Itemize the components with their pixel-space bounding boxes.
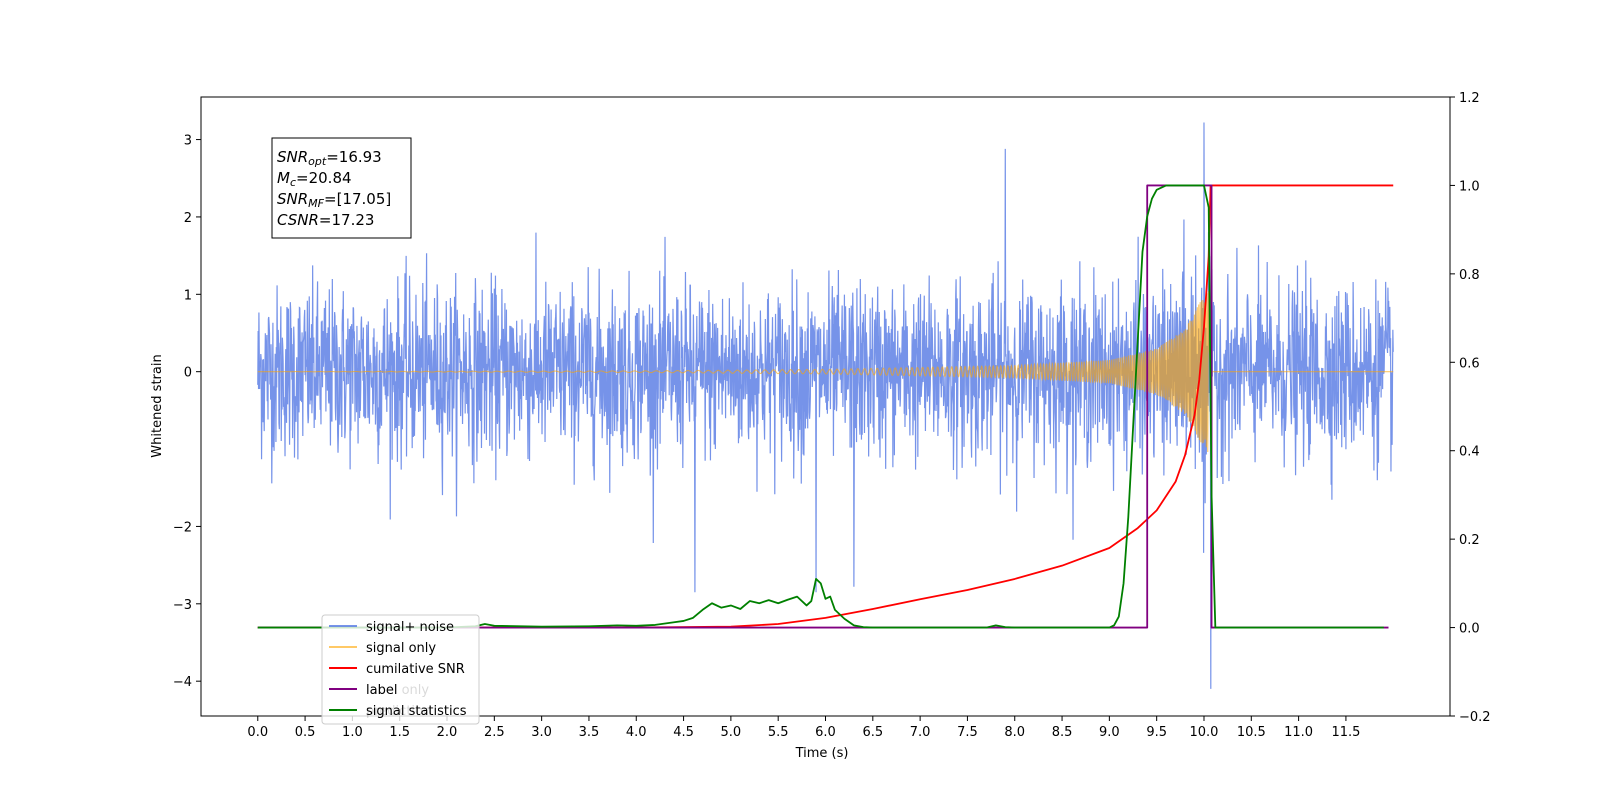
stats-symbol: SNR [277, 148, 308, 166]
stats-symbol: M [277, 169, 290, 187]
stats-line: SNRMF=[17.05] [277, 190, 391, 210]
stats-symbol: CSNR [277, 211, 319, 229]
y-right-tick-label: 1.0 [1459, 179, 1480, 194]
x-tick-label: 8.0 [1004, 725, 1025, 740]
series-line-signal-only [257, 290, 1394, 453]
y-right-tick-label: 0.6 [1459, 356, 1480, 371]
y-left-tick-label: −2 [173, 520, 192, 535]
x-tick-label: 2.5 [484, 725, 505, 740]
y-left-tick-label: −3 [173, 598, 192, 613]
x-tick-label: 0.5 [295, 725, 316, 740]
legend-label: label [366, 683, 397, 698]
y-right-tick-label: 0.2 [1459, 533, 1480, 548]
x-tick-label: 1.5 [389, 725, 410, 740]
stats-value: =20.84 [296, 169, 352, 187]
x-tick-label: 6.5 [862, 725, 883, 740]
stats-value: =[17.05] [324, 190, 391, 208]
series-line-signal-statistics [257, 184, 1384, 629]
x-tick-label: 3.0 [531, 725, 552, 740]
x-tick-label: 5.5 [768, 725, 789, 740]
x-tick-label: 7.5 [957, 725, 978, 740]
x-tick-label: 9.5 [1146, 725, 1167, 740]
x-tick-label: 11.5 [1331, 725, 1360, 740]
y-left-tick-label: 2 [184, 211, 192, 226]
legend-hidden-label: label only [366, 683, 429, 698]
x-tick-label: 11.0 [1284, 725, 1313, 740]
x-tick-label: 4.5 [673, 725, 694, 740]
y-left-tick-label: −4 [173, 675, 192, 690]
x-tick-label: 4.0 [626, 725, 647, 740]
stats-line: SNRopt=16.93 [277, 148, 382, 168]
x-tick-label: 7.0 [910, 725, 931, 740]
y-right-tick-label: 1.2 [1459, 91, 1480, 106]
y-right-tick-label: 0.0 [1459, 622, 1480, 637]
x-tick-label: 2.0 [437, 725, 458, 740]
x-tick-label: 0.0 [247, 725, 268, 740]
stats-value: =17.23 [319, 211, 375, 229]
series-line-cumulative-snr [257, 184, 1394, 629]
y-axis-title: Whitened strain [150, 354, 165, 457]
y-axis-right: 1.2 1.0 0.8 0.6 0.4 0.2 0.0 −0.2 [1450, 91, 1491, 725]
x-tick-label: 10.5 [1237, 725, 1266, 740]
stats-symbol: SNR [277, 190, 308, 208]
stats-line: CSNR=17.23 [277, 211, 374, 229]
x-tick-label: 10.0 [1190, 725, 1219, 740]
y-left-tick-label: 0 [184, 366, 192, 381]
stats-subscript: c [290, 176, 296, 189]
legend-label: signal+ noise [366, 620, 454, 635]
x-tick-label: 8.5 [1052, 725, 1073, 740]
x-tick-label: 3.5 [579, 725, 600, 740]
stats-box: SNRopt=16.93Mc=20.84SNRMF=[17.05]CSNR=17… [271, 137, 412, 239]
y-left-tick-label: 1 [184, 288, 192, 303]
stats-subscript: MF [308, 197, 324, 210]
legend-label: signal statistics [366, 704, 467, 719]
x-tick-label: 9.0 [1099, 725, 1120, 740]
y-right-tick-label: 0.8 [1459, 268, 1480, 283]
legend-frame [321, 614, 480, 725]
x-axis: 0.0 0.5 1.0 1.5 2.0 2.5 3.0 3.5 4.0 4.5 5.0 5.5 6.0 6… [247, 716, 1360, 740]
series-layer [257, 122, 1394, 689]
y-axis-left: 3 2 1 0 −2 −3 −4 [173, 134, 201, 690]
x-axis-title: Time (s) [795, 746, 849, 761]
x-tick-label: 6.0 [815, 725, 836, 740]
stats-line: Mc=20.84 [277, 169, 352, 189]
stats-subscript: opt [308, 155, 327, 168]
legend-label: signal only [366, 641, 436, 656]
y-right-tick-label: −0.2 [1459, 710, 1491, 725]
legend-hidden-label: prediction [366, 704, 431, 719]
y-right-tick-label: 0.4 [1459, 445, 1480, 460]
legend: label only prediction signal+ noise signal … [321, 614, 480, 725]
x-tick-label: 1.0 [342, 725, 363, 740]
stats-box-frame [271, 137, 412, 239]
x-tick-label: 5.0 [721, 725, 742, 740]
stats-value: =16.93 [326, 148, 382, 166]
legend-label: cumilative SNR [366, 662, 465, 677]
y-left-tick-label: 3 [184, 134, 192, 149]
series-line-signal-noise [257, 122, 1394, 689]
